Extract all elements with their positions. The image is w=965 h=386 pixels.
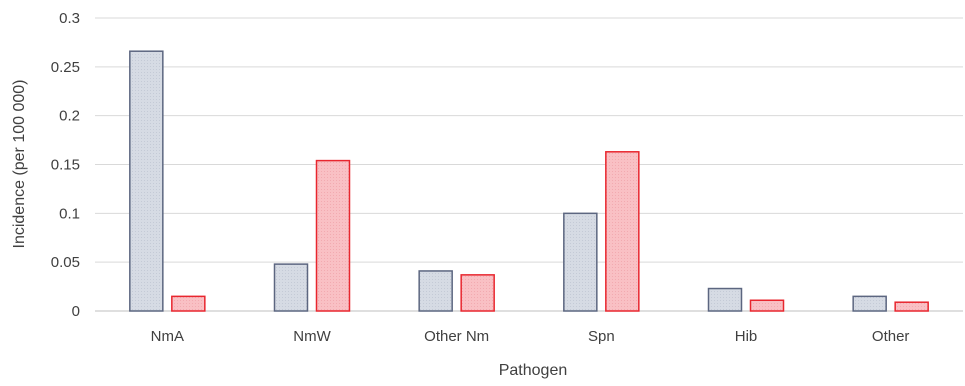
x-tick-label: Spn: [588, 328, 615, 345]
y-tick-label: 0.3: [59, 10, 80, 27]
bar-other-series-2: [894, 301, 929, 312]
x-tick-label: NmW: [293, 328, 331, 345]
y-tick-label: 0.25: [51, 59, 80, 76]
bar-other-nm-series-2: [460, 274, 495, 312]
y-tick-label: 0.2: [59, 108, 80, 125]
x-axis-ticks: NmA NmW Other Nm Spn Hib Other: [151, 328, 910, 345]
y-axis-ticks: 0 0.05 0.1 0.15 0.2 0.25 0.3: [51, 10, 80, 320]
y-tick-label: 0.05: [51, 254, 80, 271]
y-tick-label: 0: [72, 303, 80, 320]
bar-hib-series-1: [707, 287, 743, 312]
x-tick-label: Other: [872, 328, 910, 345]
y-tick-label: 0.15: [51, 157, 80, 174]
x-axis-title: Pathogen: [499, 362, 568, 379]
bar-other-series-1: [852, 295, 887, 312]
bars: [129, 50, 929, 312]
bar-nmw-series-2: [315, 159, 351, 312]
bar-hib-series-2: [749, 299, 785, 312]
bar-nmw-series-1: [273, 263, 309, 312]
x-tick-label: Hib: [735, 328, 758, 345]
bar-spn-series-2: [605, 151, 640, 312]
x-tick-label: NmA: [151, 328, 184, 345]
y-axis-title: Incidence (per 100 000): [11, 80, 28, 249]
x-tick-label: Other Nm: [424, 328, 489, 345]
bar-spn-series-1: [563, 212, 598, 312]
y-tick-label: 0.1: [59, 205, 80, 222]
bar-other-nm-series-1: [418, 270, 453, 312]
gridlines: [95, 17, 963, 312]
bar-nma-series-2: [171, 295, 206, 312]
bar-nma-series-1: [129, 50, 164, 312]
